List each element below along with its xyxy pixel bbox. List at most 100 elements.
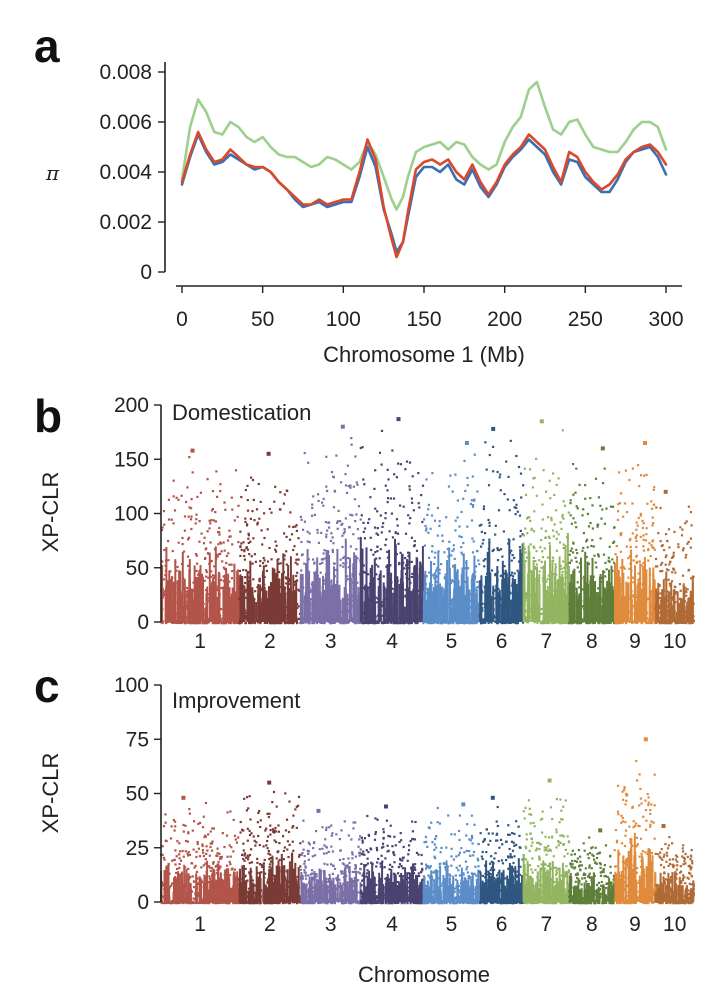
data-point	[244, 589, 248, 592]
data-point	[588, 622, 591, 625]
data-column	[597, 597, 600, 622]
data-point	[462, 541, 465, 545]
data-point	[171, 882, 174, 885]
data-point	[427, 531, 430, 534]
data-point	[340, 481, 343, 484]
data-point	[258, 843, 261, 847]
data-point	[216, 554, 219, 557]
data-point	[173, 829, 176, 832]
data-point	[524, 527, 527, 530]
data-point	[521, 533, 524, 536]
data-point	[377, 565, 380, 568]
data-column	[589, 579, 592, 622]
data-point	[611, 558, 614, 561]
data-point	[618, 502, 622, 505]
data-point	[301, 621, 304, 624]
data-point	[578, 483, 581, 486]
data-point	[409, 621, 413, 624]
data-column	[329, 589, 332, 622]
data-point	[487, 484, 491, 487]
data-point	[614, 553, 617, 556]
data-point	[674, 585, 677, 589]
data-point	[244, 901, 247, 905]
data-point	[680, 534, 684, 537]
data-point	[438, 568, 441, 571]
data-point	[169, 570, 172, 573]
data-column	[501, 579, 504, 622]
data-point	[174, 825, 177, 828]
data-point	[519, 535, 522, 538]
data-column	[327, 550, 329, 622]
data-column	[180, 871, 183, 902]
data-point	[441, 534, 444, 537]
data-point	[359, 446, 362, 450]
data-column	[643, 557, 646, 622]
data-point	[592, 622, 595, 625]
data-point	[476, 550, 479, 553]
data-point	[658, 611, 661, 614]
data-column	[434, 571, 437, 622]
data-point	[426, 513, 429, 516]
data-point	[585, 555, 588, 559]
data-point	[239, 831, 242, 834]
data-point	[223, 846, 226, 849]
data-point	[219, 865, 222, 868]
data-point	[266, 812, 269, 815]
data-point	[259, 825, 262, 829]
data-column	[431, 605, 434, 622]
data-point	[240, 621, 243, 624]
data-point	[257, 621, 260, 624]
data-point	[380, 463, 383, 466]
data-point	[689, 546, 692, 549]
panel-a-series-line-3	[180, 130, 668, 259]
data-point	[226, 539, 230, 542]
data-point	[529, 519, 532, 522]
data-point	[494, 524, 497, 527]
data-point	[230, 563, 233, 566]
data-column	[328, 554, 331, 622]
data-column	[211, 583, 213, 622]
data-point	[454, 529, 457, 532]
data-point	[438, 524, 441, 527]
data-point	[403, 567, 406, 570]
data-point	[399, 504, 402, 507]
data-point	[673, 530, 676, 533]
data-column	[671, 608, 674, 622]
data-point	[211, 622, 214, 625]
data-point	[382, 575, 385, 578]
data-point	[540, 539, 543, 542]
chromosome-9-points	[614, 441, 657, 625]
data-point	[679, 526, 682, 529]
data-column	[563, 589, 566, 622]
data-point	[586, 512, 589, 516]
data-point	[279, 491, 282, 494]
data-point	[161, 560, 164, 563]
data-point	[239, 901, 242, 905]
data-point	[576, 581, 579, 584]
data-point	[269, 824, 272, 827]
data-point	[258, 863, 262, 866]
y-tick-label: 50	[126, 557, 149, 580]
data-point	[396, 532, 400, 535]
data-point	[185, 606, 188, 609]
data-column	[279, 883, 281, 902]
data-point	[202, 854, 205, 858]
data-point	[433, 577, 436, 580]
data-point	[482, 559, 485, 562]
data-point	[438, 572, 441, 575]
chromosome-7-points	[522, 419, 571, 625]
data-point	[428, 556, 431, 559]
data-column	[409, 596, 412, 622]
data-point	[686, 588, 689, 591]
data-point	[442, 621, 445, 624]
data-point	[169, 837, 173, 840]
data-point	[248, 795, 251, 798]
data-point	[622, 565, 625, 568]
data-point	[227, 901, 230, 905]
data-point	[684, 522, 687, 525]
data-point	[387, 478, 390, 481]
data-point	[665, 554, 668, 557]
chromosome-10-points	[654, 489, 695, 625]
data-column	[392, 592, 395, 622]
data-point	[259, 560, 262, 563]
